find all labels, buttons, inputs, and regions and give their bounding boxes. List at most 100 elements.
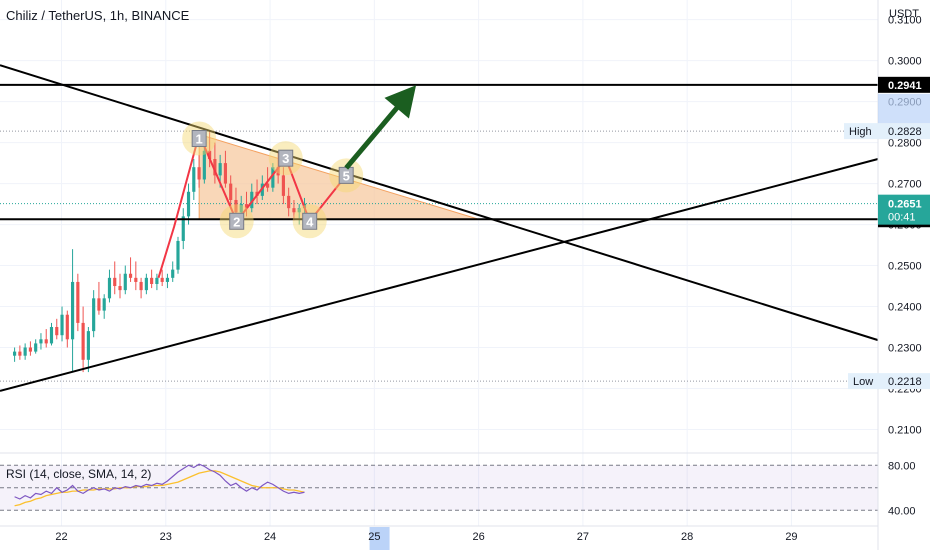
countdown-tag: 00:41 xyxy=(888,212,916,224)
high-value-bg xyxy=(878,123,930,140)
current-price-tag-bg xyxy=(878,194,930,225)
time-tick-label: 23 xyxy=(160,531,172,543)
candle-body xyxy=(297,208,301,213)
high-tag-bg xyxy=(844,123,878,140)
time-tick-label: 26 xyxy=(472,531,484,543)
candle-body xyxy=(213,158,217,176)
ascending-trendline xyxy=(0,158,879,392)
price-tick-label: 0.3000 xyxy=(888,56,922,68)
price-tick-label: 0.2400 xyxy=(888,302,922,314)
price-tick-label: 0.2300 xyxy=(888,343,922,355)
pattern-label-3: 3 xyxy=(282,151,289,166)
candle-body xyxy=(49,327,54,344)
candle-body xyxy=(287,195,291,209)
pattern-label-box xyxy=(229,212,245,230)
pattern-label-box xyxy=(302,212,318,230)
price-tick-label: 0.2500 xyxy=(888,261,922,273)
low-tag-bg xyxy=(848,373,878,390)
candle-body xyxy=(229,183,233,200)
candle-body xyxy=(86,331,90,360)
candle-body xyxy=(70,281,75,340)
candle-body xyxy=(144,277,148,291)
pattern-label-1: 1 xyxy=(196,132,203,147)
chart-title: Chiliz / TetherUS, 1h, BINANCE xyxy=(6,8,190,23)
time-tick-label: 24 xyxy=(264,531,276,543)
candle-body xyxy=(244,204,249,209)
candle-body xyxy=(176,240,180,270)
rsi-tick-label: 80.00 xyxy=(888,460,916,472)
candle-body xyxy=(202,150,206,180)
candle-body xyxy=(276,167,280,176)
candle-body xyxy=(281,175,285,196)
resistance-price-tag-bg xyxy=(878,76,930,93)
time-tick-label: 29 xyxy=(785,531,797,543)
candle-body xyxy=(250,191,254,209)
candle-body xyxy=(150,277,154,284)
candle-body xyxy=(223,163,228,184)
price-tick-label: 0.2800 xyxy=(888,138,922,150)
time-tick-label: 28 xyxy=(681,531,693,543)
candle-body xyxy=(271,167,275,188)
price-tick-label: 0.2100 xyxy=(888,424,922,436)
time-tick-label: 25 xyxy=(368,531,380,543)
pattern-label-5: 5 xyxy=(343,168,350,183)
candle-body xyxy=(28,347,32,352)
rsi-tick-label: 40.00 xyxy=(888,505,916,517)
candle-body xyxy=(60,314,64,336)
candle-body xyxy=(102,298,106,311)
descending-trendline xyxy=(0,64,879,342)
candle-body xyxy=(81,322,85,360)
candle-body xyxy=(44,339,48,344)
candle-body xyxy=(155,277,159,284)
candle-body xyxy=(192,167,196,192)
candle-body xyxy=(218,163,222,176)
pattern-label-4: 4 xyxy=(306,214,314,229)
candle-body xyxy=(34,343,38,352)
time-tick-label: 27 xyxy=(577,531,589,543)
rsi-label: RSI (14, close, SMA, 14, 2) xyxy=(6,467,152,481)
candle-body xyxy=(128,273,133,278)
high-value: 0.2828 xyxy=(888,126,922,138)
time-highlight xyxy=(369,527,390,550)
candle-body xyxy=(97,298,101,311)
pattern-label-2: 2 xyxy=(233,214,240,229)
candle-body xyxy=(134,277,138,282)
candle-body xyxy=(292,208,296,213)
current-price-tag: 0.2651 xyxy=(888,199,922,211)
currency-label: USDT xyxy=(889,8,919,20)
candle-body xyxy=(171,269,175,278)
candle-body xyxy=(65,314,69,340)
candle-body xyxy=(39,339,43,344)
high-tag: High xyxy=(849,126,872,138)
low-tag: Low xyxy=(853,376,873,388)
price-tick-label: 0.3100 xyxy=(888,15,922,27)
candle-body xyxy=(23,347,27,356)
candle-body xyxy=(113,277,117,287)
candle-body xyxy=(160,277,164,282)
candle-body xyxy=(197,167,201,180)
candle-body xyxy=(18,351,22,356)
time-tick-label: 22 xyxy=(55,531,67,543)
candle-body xyxy=(92,298,96,332)
candle-body xyxy=(181,216,185,241)
candle-body xyxy=(76,281,80,323)
low-value-bg xyxy=(878,373,930,390)
candle-body xyxy=(107,277,112,299)
low-value: 0.2218 xyxy=(888,376,922,388)
candle-body xyxy=(118,286,122,291)
candle-body xyxy=(55,327,59,336)
candle-body xyxy=(239,204,243,213)
candle-body xyxy=(234,199,238,213)
projection-band xyxy=(878,93,930,124)
rsi-line xyxy=(14,463,305,500)
candle-body xyxy=(123,273,127,291)
candle-body xyxy=(186,191,191,217)
candle-body xyxy=(208,150,212,159)
candle-body xyxy=(139,281,143,291)
pattern-label-box xyxy=(191,130,207,148)
resistance-price-tag: 0.2941 xyxy=(888,80,922,92)
pattern-label-box xyxy=(278,149,294,167)
breakout-arrow xyxy=(344,85,417,170)
